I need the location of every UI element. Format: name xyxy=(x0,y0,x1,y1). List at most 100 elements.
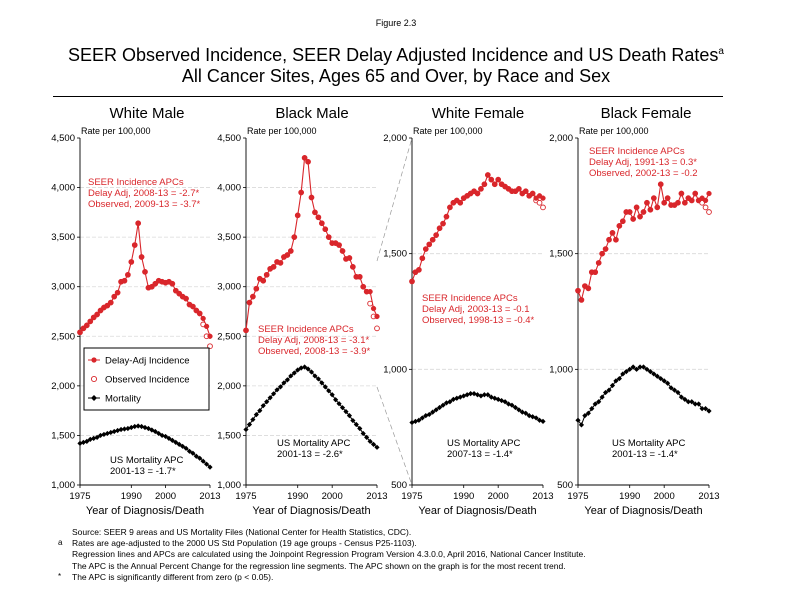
white-male-ylabel: Rate per 100,000 xyxy=(81,126,151,136)
white-female-mortality-point xyxy=(419,415,425,421)
black-male-delay-adj-point xyxy=(270,264,277,270)
black-female-mortality-point xyxy=(575,417,581,423)
white-male-annotation-line: SEER Incidence APCs xyxy=(88,177,184,188)
white-male-delay-adj-point xyxy=(84,322,90,329)
black-female-mortality-point xyxy=(602,389,609,396)
black-male-delay-adj-point xyxy=(295,212,301,218)
black-female-delay-adj-point xyxy=(702,197,709,204)
black-female-annotation-line: Observed, 2002-13 = -0.2 xyxy=(589,168,698,179)
black-female-delay-adj-point xyxy=(637,214,643,220)
black-female-mortality-point xyxy=(685,399,691,405)
white-male-delay-adj-point xyxy=(94,311,100,318)
white-female-delay-adj-point xyxy=(440,220,446,227)
chart-title: SEER Observed Incidence, SEER Delay Adju… xyxy=(0,45,792,66)
black-female-mortality-point xyxy=(661,378,667,384)
white-female-delay-adj-point xyxy=(426,241,432,248)
white-female-mortality-point xyxy=(499,397,505,404)
black-female-mortality-point xyxy=(634,366,640,372)
white-male-delay-adj-point xyxy=(176,291,182,297)
black-female-delay-adj-point xyxy=(661,200,667,206)
black-female-mortality-point xyxy=(682,396,688,403)
footnotes: Source: SEER 9 areas and US Mortality Fi… xyxy=(58,527,586,583)
black-female-mortality-point xyxy=(582,413,588,419)
white-female-delay-adj-point xyxy=(488,176,494,183)
footnote-mark: a xyxy=(58,538,63,548)
footnote: * The APC is significantly different from… xyxy=(58,572,586,583)
black-female-mortality-point xyxy=(644,366,650,372)
black-female-delay-adj-point xyxy=(647,207,654,213)
white-female-delay-adj-point xyxy=(419,255,425,261)
black-female-delay-adj-point xyxy=(658,181,664,187)
white-male-ytick-label: 1,500 xyxy=(51,430,75,441)
figure-label: Figure 2.3 xyxy=(375,18,417,28)
black-male-mortality-point xyxy=(357,425,363,432)
white-female-delay-adj-point xyxy=(436,225,443,231)
black-male-annotation-line: Observed, 2008-13 = -3.9* xyxy=(258,346,371,357)
black-female-mortality-point xyxy=(675,389,681,396)
white-male-mortality-point xyxy=(203,461,210,467)
white-female-observed-point xyxy=(536,199,543,206)
black-male-delay-adj-point xyxy=(336,242,342,248)
black-male-annotation-line: Delay Adj, 2008-13 = -3.1* xyxy=(258,335,369,346)
white-male-mortality-point xyxy=(84,438,90,444)
black-female-delay-adj-point xyxy=(602,246,609,252)
white-male-mortality-point xyxy=(135,423,141,429)
white-male-mortality-point xyxy=(142,424,148,431)
black-male-mortality-point xyxy=(336,401,342,407)
black-female-xtick-label: 1990 xyxy=(619,491,640,502)
black-male-delay-adj-point xyxy=(277,260,284,266)
white-male-mortality-point xyxy=(91,435,97,442)
black-female-delay-adj-point xyxy=(664,195,671,201)
black-female-mortality-point xyxy=(671,387,678,393)
black-male-observed-point xyxy=(374,325,380,332)
white-male-mortality-point xyxy=(166,435,172,442)
black-male-delay-adj-point xyxy=(305,159,311,165)
white-male-ytick-label: 4,000 xyxy=(51,183,75,194)
black-male-ytick-label: 4,000 xyxy=(217,183,241,194)
white-male-xtick-label: 1975 xyxy=(69,491,90,502)
black-male-mortality-point xyxy=(246,421,253,428)
black-female-delay-adj-point xyxy=(620,218,626,224)
white-male-delay-adj-point xyxy=(193,307,199,314)
black-female-delay-adj-point xyxy=(609,230,616,236)
black-female-observed-point xyxy=(702,204,709,211)
black-female-mortality-point xyxy=(696,401,702,407)
black-male-ytick-label: 2,500 xyxy=(217,331,241,342)
black-female-mortality-point xyxy=(658,375,664,382)
black-male-mortality-point xyxy=(312,373,318,379)
white-male-delay-adj-point xyxy=(91,314,97,321)
legend-mortality-icon xyxy=(91,395,97,401)
black-male-delay-adj-point xyxy=(308,194,315,201)
black-male-mortality-point xyxy=(264,399,270,405)
white-female-annotation-line: 2007-13 = -1.4* xyxy=(447,449,513,460)
black-male-ytick-label: 3,500 xyxy=(217,232,241,243)
black-female-mortality-point xyxy=(651,371,657,377)
black-male-ylabel: Rate per 100,000 xyxy=(247,126,317,136)
black-female-mortality-point xyxy=(689,399,695,405)
black-female-delay-adj-point xyxy=(682,200,688,206)
white-female-observed-point xyxy=(540,204,546,211)
black-female-delay-adj-point xyxy=(640,209,647,215)
black-male-mortality-point xyxy=(243,426,249,433)
black-male-delay-adj-point xyxy=(339,248,346,254)
black-female-delay-adj-point xyxy=(706,190,712,197)
white-male-delay-adj-point xyxy=(169,281,176,287)
white-male-delay-adj-point xyxy=(128,259,134,265)
white-male-mortality-point xyxy=(152,428,158,435)
footnote: The APC is the Annual Percent Change for… xyxy=(58,561,586,572)
white-male-delay-adj-point xyxy=(104,302,111,309)
white-female-ylabel: Rate per 100,000 xyxy=(413,126,483,136)
black-male-ytick-label: 4,500 xyxy=(217,133,241,144)
black-male-delay-adj-point xyxy=(264,272,270,278)
black-female-delay-adj-point xyxy=(627,209,633,215)
footnote-mark: * xyxy=(58,571,62,581)
black-female-mortality-point xyxy=(606,387,612,393)
white-male-ytick-label: 2,500 xyxy=(51,331,75,342)
white-female-mortality-point xyxy=(523,410,529,416)
black-female-mortality-point xyxy=(702,406,709,412)
white-male-mortality-point xyxy=(162,433,169,440)
black-female-xtick-label: 2000 xyxy=(654,491,675,502)
white-male-mortality-point xyxy=(159,432,165,439)
black-male-mortality-point xyxy=(353,421,359,428)
black-male-mortality-point xyxy=(277,384,284,390)
